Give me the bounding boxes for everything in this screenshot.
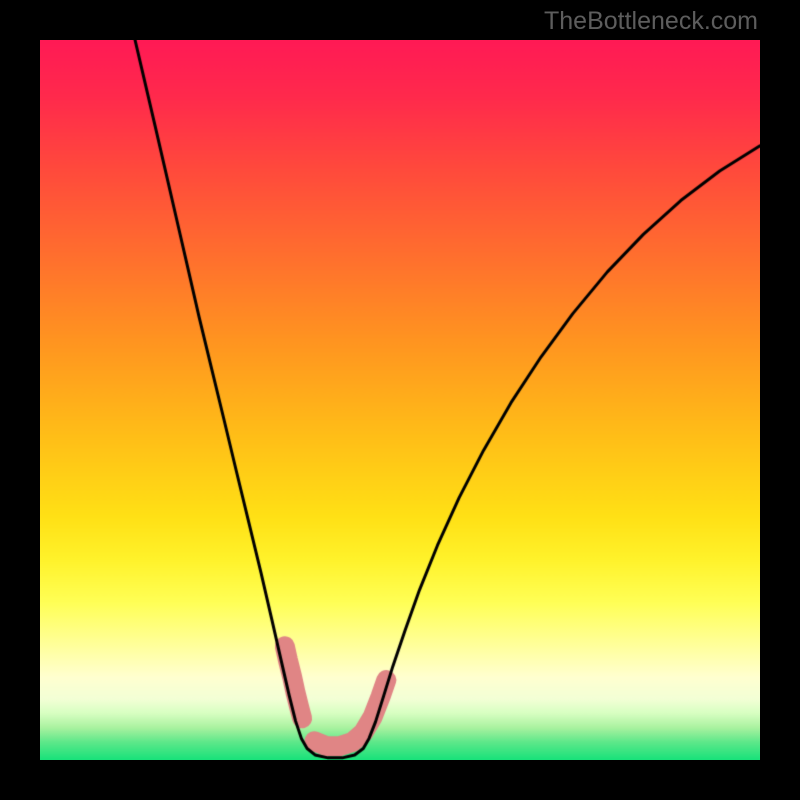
chart-stage: TheBottleneck.com xyxy=(0,0,800,800)
watermark-text: TheBottleneck.com xyxy=(544,7,758,36)
plot-canvas xyxy=(40,40,760,760)
plot-area xyxy=(40,40,760,760)
